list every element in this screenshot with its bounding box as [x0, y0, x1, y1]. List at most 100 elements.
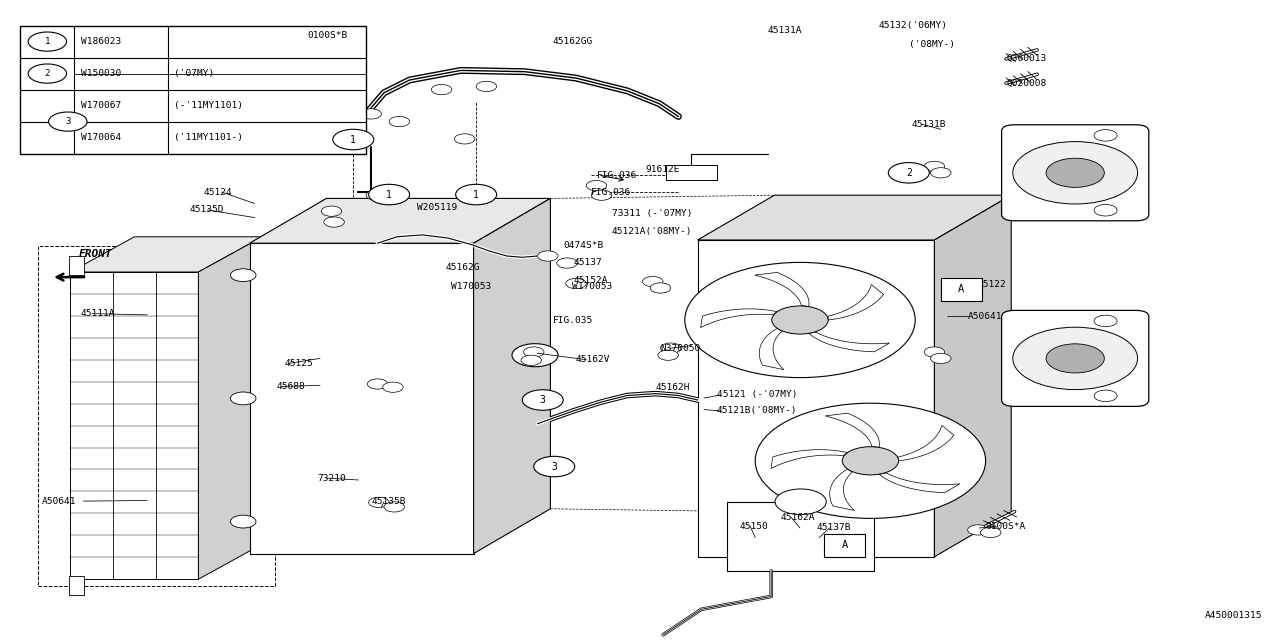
- Text: 45132('06MY): 45132('06MY): [878, 21, 947, 30]
- Circle shape: [361, 109, 381, 119]
- Text: A: A: [959, 284, 964, 294]
- Circle shape: [1094, 205, 1117, 216]
- Text: 45121 (-'07MY): 45121 (-'07MY): [717, 390, 797, 399]
- Text: N370050: N370050: [660, 344, 700, 353]
- Text: 45162V: 45162V: [576, 355, 611, 364]
- Text: 45121A('08MY-): 45121A('08MY-): [612, 227, 692, 236]
- Polygon shape: [198, 237, 262, 579]
- Circle shape: [557, 258, 577, 268]
- Circle shape: [660, 343, 681, 353]
- Text: A50641: A50641: [968, 312, 1002, 321]
- Circle shape: [650, 283, 671, 293]
- Bar: [69, 256, 84, 275]
- Text: Q020008: Q020008: [1006, 79, 1046, 88]
- Text: W170053: W170053: [451, 282, 490, 291]
- Text: 0474S*B: 0474S*B: [563, 241, 603, 250]
- Circle shape: [586, 180, 607, 191]
- Text: 45122: 45122: [978, 280, 1006, 289]
- Text: A450001315: A450001315: [1204, 611, 1262, 620]
- Circle shape: [369, 184, 410, 205]
- Text: 45152A: 45152A: [573, 276, 608, 285]
- Circle shape: [521, 355, 541, 365]
- Circle shape: [1094, 316, 1117, 326]
- Text: 1: 1: [474, 189, 479, 200]
- Text: ('11MY1101-): ('11MY1101-): [174, 133, 243, 142]
- Circle shape: [1046, 158, 1105, 188]
- Circle shape: [230, 269, 256, 282]
- Text: 45137B: 45137B: [817, 524, 851, 532]
- Circle shape: [383, 382, 403, 392]
- Text: W170053: W170053: [572, 282, 612, 291]
- Circle shape: [384, 502, 404, 512]
- Text: 45131A: 45131A: [768, 26, 803, 35]
- Text: 45162A: 45162A: [781, 513, 815, 522]
- Circle shape: [1094, 390, 1117, 402]
- Text: 1: 1: [387, 189, 392, 200]
- Polygon shape: [698, 240, 934, 557]
- Circle shape: [512, 344, 558, 367]
- Circle shape: [366, 190, 387, 200]
- FancyBboxPatch shape: [941, 278, 982, 301]
- Text: 91612E: 91612E: [645, 165, 680, 174]
- Text: 0100S*A: 0100S*A: [986, 522, 1025, 531]
- Text: 45135D: 45135D: [189, 205, 224, 214]
- Polygon shape: [759, 328, 783, 370]
- Polygon shape: [755, 273, 809, 307]
- Circle shape: [538, 251, 558, 261]
- Circle shape: [369, 497, 389, 508]
- Bar: [20, 26, 366, 154]
- Circle shape: [658, 350, 678, 360]
- FancyBboxPatch shape: [1001, 310, 1149, 406]
- Circle shape: [931, 168, 951, 178]
- Text: 3: 3: [540, 395, 545, 405]
- Text: 2: 2: [45, 69, 50, 78]
- Bar: [727, 502, 874, 571]
- Text: W150030: W150030: [81, 69, 120, 78]
- Text: W205119: W205119: [417, 203, 457, 212]
- Circle shape: [755, 403, 986, 518]
- Text: 45162H: 45162H: [655, 383, 690, 392]
- Polygon shape: [474, 198, 550, 554]
- FancyBboxPatch shape: [824, 534, 865, 557]
- Circle shape: [454, 134, 475, 144]
- Circle shape: [230, 392, 256, 405]
- Text: 2: 2: [906, 168, 911, 178]
- Text: Q360013: Q360013: [1006, 54, 1046, 63]
- Text: ('07MY): ('07MY): [174, 69, 214, 78]
- Text: 1: 1: [45, 37, 50, 46]
- Circle shape: [774, 489, 827, 515]
- Circle shape: [968, 525, 988, 535]
- Text: 45111A: 45111A: [81, 309, 115, 318]
- Circle shape: [842, 447, 899, 475]
- Text: 45162G: 45162G: [445, 263, 480, 272]
- Circle shape: [470, 187, 490, 197]
- Polygon shape: [700, 309, 777, 328]
- Text: FIG.036: FIG.036: [596, 171, 636, 180]
- Circle shape: [431, 84, 452, 95]
- Text: 45135B: 45135B: [371, 497, 406, 506]
- Text: ('08MY-): ('08MY-): [909, 40, 955, 49]
- Circle shape: [1046, 344, 1105, 373]
- Polygon shape: [934, 195, 1011, 557]
- Text: 73210: 73210: [317, 474, 346, 483]
- Circle shape: [566, 278, 586, 289]
- Circle shape: [522, 390, 563, 410]
- Text: A: A: [842, 540, 847, 550]
- Text: 45137: 45137: [573, 258, 602, 267]
- Text: 45124: 45124: [204, 188, 232, 196]
- Circle shape: [591, 190, 612, 200]
- Bar: [69, 576, 84, 595]
- Circle shape: [476, 81, 497, 92]
- Circle shape: [1012, 141, 1138, 204]
- Text: 73311 (-'07MY): 73311 (-'07MY): [612, 209, 692, 218]
- Circle shape: [28, 64, 67, 83]
- Polygon shape: [70, 237, 262, 272]
- Polygon shape: [698, 195, 1011, 240]
- Polygon shape: [829, 469, 854, 511]
- Circle shape: [230, 515, 256, 528]
- Polygon shape: [879, 473, 960, 493]
- Text: W186023: W186023: [81, 37, 120, 46]
- Circle shape: [456, 184, 497, 205]
- Text: 45688: 45688: [276, 382, 305, 391]
- Text: (-'11MY1101): (-'11MY1101): [174, 101, 243, 110]
